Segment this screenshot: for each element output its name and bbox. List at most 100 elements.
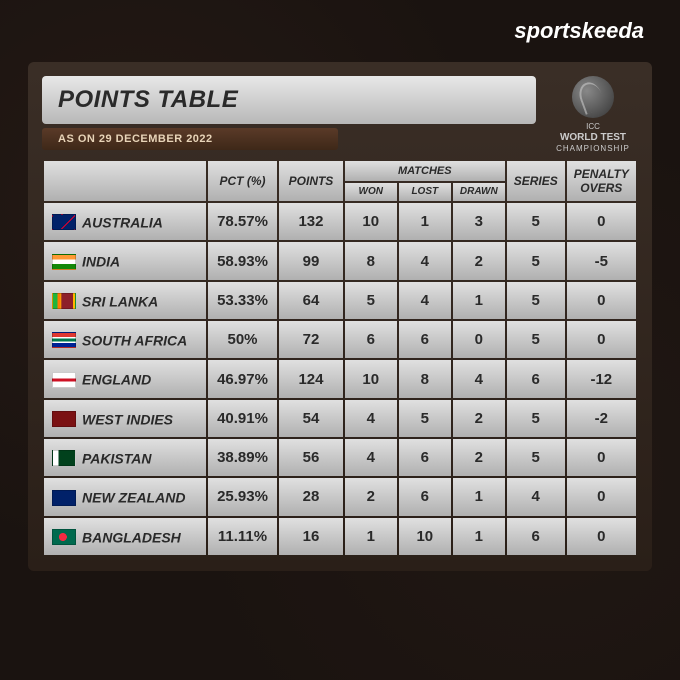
flag-icon [52,254,76,270]
col-drawn: DRAWN [453,183,505,201]
cell-team: PAKISTAN [44,439,206,476]
col-penalty: PENALTY OVERS [567,161,636,201]
flag-icon [52,529,76,545]
cell-lost: 4 [399,282,451,319]
cell-penalty: -2 [567,400,636,437]
col-pct: PCT (%) [208,161,277,201]
cell-series: 6 [507,518,565,555]
cell-series: 5 [507,203,565,240]
badge-line1: ICC [548,122,638,132]
table-row: INDIA58.93%998425-5 [44,242,636,279]
cell-won: 4 [345,439,397,476]
cell-series: 4 [507,478,565,515]
team-name: BANGLADESH [82,529,181,545]
team-name: SRI LANKA [82,293,158,309]
points-table: PCT (%) POINTS MATCHES SERIES PENALTY OV… [42,159,638,557]
flag-icon [52,214,76,230]
cell-points: 72 [279,321,343,358]
cell-won: 6 [345,321,397,358]
cell-pct: 11.11% [208,518,277,555]
col-won: WON [345,183,397,201]
cell-drawn: 1 [453,518,505,555]
cell-lost: 6 [399,439,451,476]
cell-drawn: 1 [453,282,505,319]
cell-penalty: 0 [567,321,636,358]
brand-logo: sportskeeda [28,18,652,44]
cell-drawn: 1 [453,478,505,515]
cell-pct: 25.93% [208,478,277,515]
cell-won: 1 [345,518,397,555]
cell-pct: 40.91% [208,400,277,437]
cell-team: SRI LANKA [44,282,206,319]
cell-points: 54 [279,400,343,437]
cell-won: 4 [345,400,397,437]
cell-series: 5 [507,242,565,279]
cell-pct: 46.97% [208,360,277,397]
team-name: PAKISTAN [82,450,151,466]
cell-pct: 58.93% [208,242,277,279]
team-name: SOUTH AFRICA [82,332,187,348]
cell-penalty: -12 [567,360,636,397]
cell-penalty: 0 [567,282,636,319]
cell-drawn: 4 [453,360,505,397]
cell-won: 10 [345,203,397,240]
cell-points: 56 [279,439,343,476]
team-name: NEW ZEALAND [82,490,185,506]
cell-drawn: 0 [453,321,505,358]
col-matches: MATCHES [345,161,505,181]
cell-series: 5 [507,400,565,437]
cell-drawn: 3 [453,203,505,240]
cell-points: 124 [279,360,343,397]
cell-pct: 50% [208,321,277,358]
badge-line2: WORLD TEST [548,132,638,144]
team-name: INDIA [82,254,120,270]
cell-points: 64 [279,282,343,319]
cell-drawn: 2 [453,242,505,279]
table-row: ENGLAND 46.97%12410846-12 [44,360,636,397]
table-row: BANGLADESH11.11%16110160 [44,518,636,555]
cell-lost: 8 [399,360,451,397]
cell-penalty: 0 [567,439,636,476]
team-name: AUSTRALIA [82,214,163,230]
table-row: SRI LANKA53.33%6454150 [44,282,636,319]
cell-points: 132 [279,203,343,240]
date-bar: AS ON 29 DECEMBER 2022 [42,128,338,150]
icc-badge: ICC WORLD TEST CHAMPIONSHIP [548,76,638,153]
cell-pct: 38.89% [208,439,277,476]
flag-icon [52,411,76,427]
cell-team: SOUTH AFRICA [44,321,206,358]
cell-drawn: 2 [453,400,505,437]
cell-lost: 10 [399,518,451,555]
cell-series: 5 [507,282,565,319]
cell-drawn: 2 [453,439,505,476]
team-name: WEST INDIES [82,411,173,427]
table-row: AUSTRALIA78.57%132101350 [44,203,636,240]
cell-points: 28 [279,478,343,515]
table-container: POINTS TABLE AS ON 29 DECEMBER 2022 ICC … [28,62,652,571]
globe-icon [572,76,614,118]
flag-icon [52,293,76,309]
cell-team: WEST INDIES [44,400,206,437]
cell-won: 2 [345,478,397,515]
cell-penalty: 0 [567,203,636,240]
cell-pct: 53.33% [208,282,277,319]
cell-series: 5 [507,321,565,358]
cell-lost: 5 [399,400,451,437]
table-row: WEST INDIES40.91%544525-2 [44,400,636,437]
cell-series: 5 [507,439,565,476]
cell-lost: 1 [399,203,451,240]
cell-lost: 6 [399,321,451,358]
col-points: POINTS [279,161,343,201]
flag-icon [52,332,76,348]
flag-icon [52,450,76,466]
cell-points: 16 [279,518,343,555]
page-title: POINTS TABLE [58,86,520,114]
cell-won: 5 [345,282,397,319]
team-name: ENGLAND [82,372,151,388]
cell-won: 10 [345,360,397,397]
table-row: SOUTH AFRICA50%7266050 [44,321,636,358]
cell-points: 99 [279,242,343,279]
cell-penalty: 0 [567,518,636,555]
cell-series: 6 [507,360,565,397]
cell-lost: 6 [399,478,451,515]
